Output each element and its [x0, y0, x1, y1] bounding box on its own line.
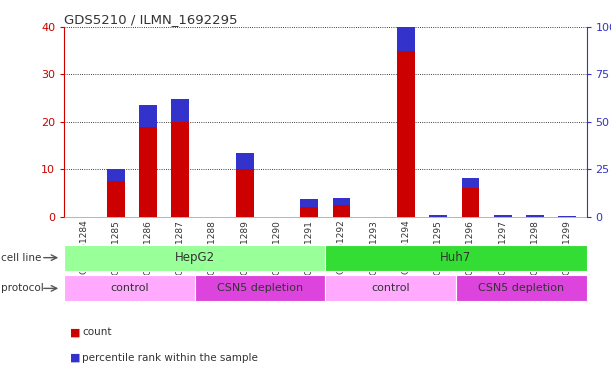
- Bar: [171, 122, 189, 217]
- Bar: [107, 169, 125, 181]
- Bar: [397, 51, 415, 217]
- Bar: [332, 199, 350, 205]
- Bar: [526, 215, 544, 217]
- Bar: [461, 189, 480, 217]
- Bar: [558, 216, 576, 217]
- Bar: [171, 99, 189, 122]
- Bar: [107, 181, 125, 217]
- Bar: [236, 153, 254, 169]
- Bar: [397, 20, 415, 51]
- Text: CSN5 depletion: CSN5 depletion: [217, 283, 303, 293]
- Text: percentile rank within the sample: percentile rank within the sample: [82, 353, 258, 363]
- Text: protocol: protocol: [1, 283, 44, 293]
- Text: CSN5 depletion: CSN5 depletion: [478, 283, 565, 293]
- Bar: [494, 215, 511, 217]
- Bar: [332, 205, 350, 217]
- Bar: [301, 199, 318, 207]
- Bar: [461, 178, 480, 189]
- Text: cell line: cell line: [1, 253, 42, 263]
- Text: GDS5210 / ILMN_1692295: GDS5210 / ILMN_1692295: [64, 13, 238, 26]
- Bar: [139, 105, 157, 127]
- Text: ■: ■: [70, 353, 81, 363]
- Bar: [430, 215, 447, 217]
- Text: control: control: [371, 283, 410, 293]
- Text: count: count: [82, 327, 112, 337]
- Text: Huh7: Huh7: [441, 251, 472, 264]
- Text: ■: ■: [70, 327, 81, 337]
- Bar: [301, 207, 318, 217]
- Bar: [236, 169, 254, 217]
- Text: HepG2: HepG2: [175, 251, 215, 264]
- Bar: [139, 127, 157, 217]
- Text: control: control: [110, 283, 148, 293]
